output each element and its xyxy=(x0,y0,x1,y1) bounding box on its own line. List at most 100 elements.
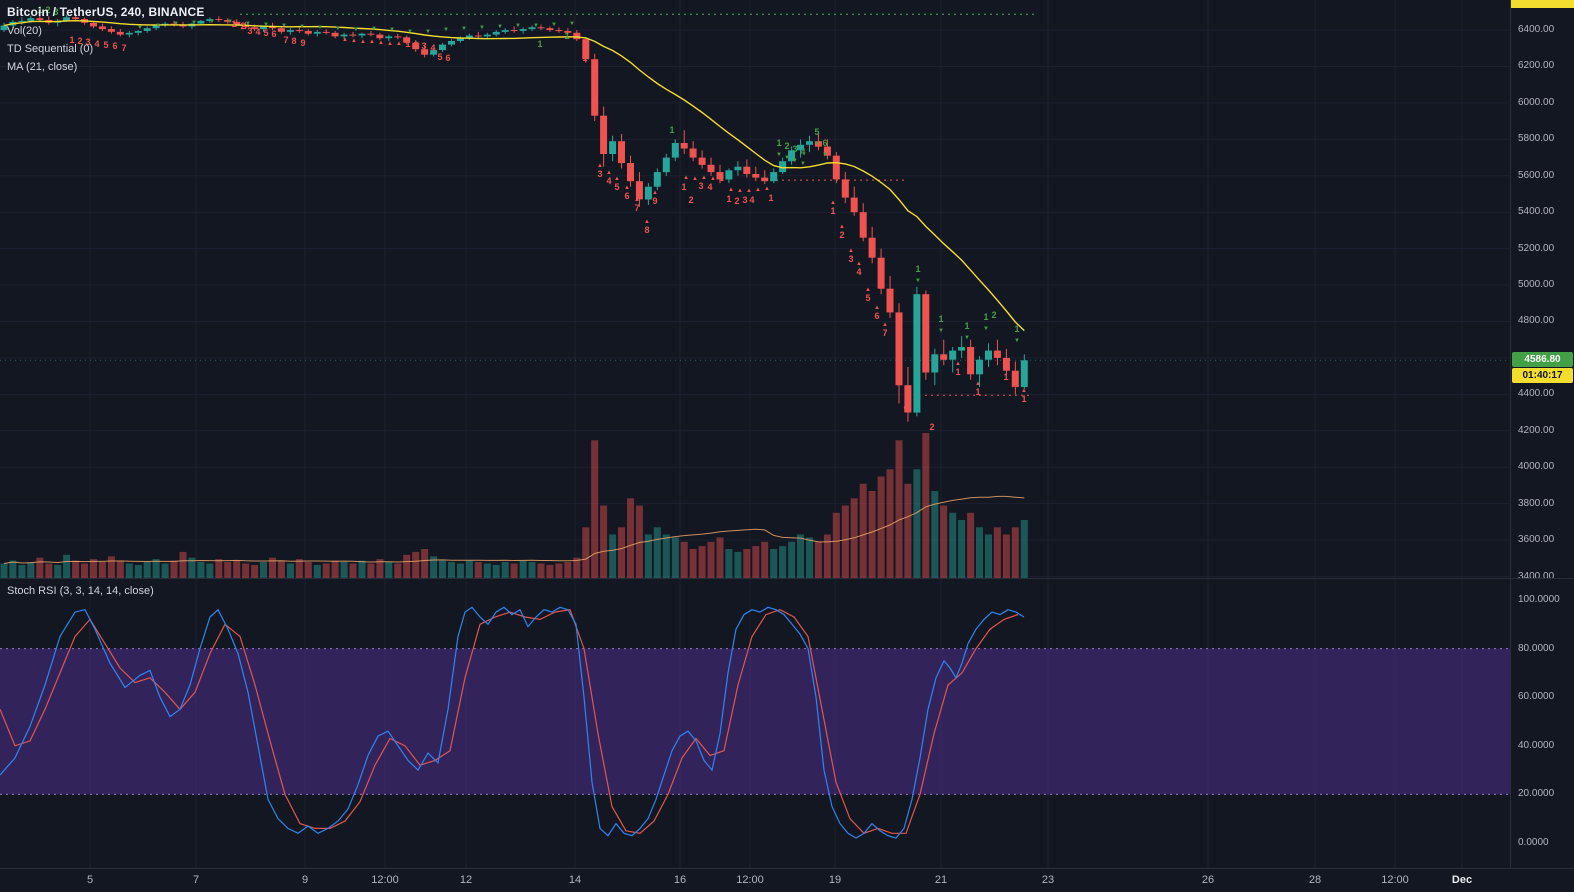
svg-text:▲: ▲ xyxy=(614,176,620,182)
svg-text:▼: ▼ xyxy=(317,25,323,31)
svg-text:▼: ▼ xyxy=(227,19,233,25)
svg-text:▼: ▼ xyxy=(479,25,485,31)
stoch-axis-label: 60.0000 xyxy=(1518,691,1555,702)
time-axis-label: 9 xyxy=(301,874,309,886)
time-axis-label: 14 xyxy=(568,874,582,886)
time-axis[interactable]: 5 7 9 12:00 12 14 16 12:00 19 21 23 26 28 12:00 Dec xyxy=(0,868,1574,892)
svg-text:8: 8 xyxy=(291,36,296,46)
svg-text:2: 2 xyxy=(413,40,418,50)
svg-text:1: 1 xyxy=(776,138,781,148)
price-axis-label: 5000.00 xyxy=(1518,279,1555,290)
svg-text:▲: ▲ xyxy=(830,200,836,206)
svg-text:▼: ▼ xyxy=(964,335,970,341)
indicator-volume[interactable]: Vol(20) xyxy=(7,25,42,37)
svg-text:7: 7 xyxy=(882,328,887,338)
stoch-axis-label: 20.0000 xyxy=(1518,788,1555,799)
candlestick-chart[interactable]: ▲ ▲ ▲ ▲ ▲ ▲ ▲▲▲▲▲▲▲▲▲ ▲ ▲ ▲ ▲▲ ▲ ▲ ▲ ▲▲▲▲▲▲▲▲▲▲▲▲▲▲▲▼ ▼… xyxy=(0,0,1510,578)
svg-text:7: 7 xyxy=(634,203,639,213)
svg-text:▼: ▼ xyxy=(776,152,782,158)
svg-text:3: 3 xyxy=(792,144,797,154)
svg-text:▼: ▼ xyxy=(407,29,413,35)
svg-text:4: 4 xyxy=(430,43,435,53)
svg-text:6: 6 xyxy=(624,191,629,201)
svg-text:▲: ▲ xyxy=(360,39,366,45)
svg-text:▼: ▼ xyxy=(1014,338,1020,344)
last-price-badge: 4586.80 xyxy=(1512,352,1573,367)
svg-text:5: 5 xyxy=(614,182,619,192)
symbol-title[interactable]: Bitcoin / TetherUS, 240, BINANCE xyxy=(7,5,205,19)
stoch-rsi-pane[interactable] xyxy=(0,578,1510,868)
svg-text:6: 6 xyxy=(445,53,450,63)
price-axis-label: 5400.00 xyxy=(1518,206,1555,217)
svg-text:▼: ▼ xyxy=(299,24,305,30)
svg-text:▲: ▲ xyxy=(652,190,658,196)
time-axis-label: 23 xyxy=(1041,874,1055,886)
svg-text:▲: ▲ xyxy=(955,361,961,367)
time-axis-label: Dec xyxy=(1451,874,1473,886)
svg-text:▼: ▼ xyxy=(353,27,359,33)
price-axis-label: 4800.00 xyxy=(1518,315,1555,326)
svg-text:1: 1 xyxy=(37,5,42,15)
svg-text:7: 7 xyxy=(121,43,126,53)
main-chart-pane[interactable]: ▲ ▲ ▲ ▲ ▲ ▲ ▲ ▲ ▲ ▲ ▲ ▲ ▲ ▲ ▲ ▲ ▲ ▲ ▲ ▲ ▲ ▲ ▲ ▲ ▲ ▲ ▲ ▲ ▲ ▲ ▲ ▲ ▲ ▲ ▲ ▲ ▲ ▲ ▼ ▼… xyxy=(0,0,1510,578)
svg-text:▲: ▲ xyxy=(701,175,707,181)
svg-text:3: 3 xyxy=(698,181,703,191)
svg-text:▲: ▲ xyxy=(1003,366,1009,372)
svg-text:▲: ▲ xyxy=(923,356,929,362)
indicator-ma[interactable]: MA (21, close) xyxy=(7,61,78,73)
svg-text:3: 3 xyxy=(597,169,602,179)
svg-text:▼: ▼ xyxy=(263,22,269,28)
main-chart-layers: ▲ ▲ ▲ ▲ ▲ ▲ ▲▲▲▲▲▲▲▲▲ ▲ ▲ ▲ ▲▲ ▲ ▲ ▲ ▲▲▲▲▲▲▲▲▲▲▲▲▲▲▲▼ ▼… xyxy=(0,0,1510,578)
countdown-badge: 01:40:17 xyxy=(1512,368,1573,383)
svg-text:2: 2 xyxy=(784,141,789,151)
time-axis-label: 7 xyxy=(192,874,200,886)
svg-text:4: 4 xyxy=(606,176,611,186)
svg-text:▲: ▲ xyxy=(396,41,402,47)
svg-text:2: 2 xyxy=(929,422,934,432)
svg-text:▼: ▼ xyxy=(155,23,161,29)
svg-text:▲: ▲ xyxy=(895,362,901,368)
stoch-rsi-chart[interactable] xyxy=(0,578,1510,868)
svg-text:1: 1 xyxy=(938,314,943,324)
svg-text:1: 1 xyxy=(669,125,674,135)
svg-text:8: 8 xyxy=(644,225,649,235)
svg-text:1: 1 xyxy=(768,193,773,203)
price-axis-label: 5200.00 xyxy=(1518,243,1555,254)
price-axis-label: 4200.00 xyxy=(1518,425,1555,436)
svg-text:1: 1 xyxy=(537,39,542,49)
price-axis-label: 4000.00 xyxy=(1518,461,1555,472)
svg-text:▲: ▲ xyxy=(874,305,880,311)
svg-text:▲: ▲ xyxy=(387,41,393,47)
svg-text:1: 1 xyxy=(975,387,980,397)
svg-text:▲: ▲ xyxy=(624,185,630,191)
svg-text:4: 4 xyxy=(94,39,99,49)
time-axis-label: 12:00 xyxy=(736,874,764,886)
pane-separator[interactable] xyxy=(0,578,1574,579)
svg-text:▼: ▼ xyxy=(461,26,467,32)
time-axis-label: 28 xyxy=(1308,874,1322,886)
price-axis-label: 3600.00 xyxy=(1518,534,1555,545)
svg-text:6: 6 xyxy=(874,311,879,321)
svg-text:2: 2 xyxy=(77,36,82,46)
price-axis-label: 5600.00 xyxy=(1518,170,1555,181)
svg-text:▲: ▲ xyxy=(683,175,689,181)
price-axis[interactable]: 6400.00 6200.00 6000.00 5800.00 5600.00 5400.… xyxy=(1510,0,1574,868)
svg-text:▼: ▼ xyxy=(822,152,828,158)
stoch-axis-label: 80.0000 xyxy=(1518,643,1555,654)
svg-text:▲: ▲ xyxy=(865,287,871,293)
stoch-axis-label: 0.0000 xyxy=(1518,837,1549,848)
svg-text:▲: ▲ xyxy=(839,224,845,230)
svg-text:▲: ▲ xyxy=(351,38,357,44)
svg-text:2: 2 xyxy=(240,21,245,31)
svg-text:1: 1 xyxy=(964,321,969,331)
time-axis-label: 26 xyxy=(1201,874,1215,886)
svg-text:2: 2 xyxy=(591,81,596,91)
indicator-td-sequential[interactable]: TD Sequential (0) xyxy=(7,43,94,55)
svg-text:▲: ▲ xyxy=(728,187,734,193)
stoch-rsi-label[interactable]: Stoch RSI (3, 3, 14, 14, close) xyxy=(7,585,154,597)
time-axis-label: 12:00 xyxy=(1381,874,1409,886)
svg-text:5: 5 xyxy=(814,127,819,137)
stoch-axis-label: 100.0000 xyxy=(1518,594,1560,605)
svg-text:1: 1 xyxy=(726,194,731,204)
